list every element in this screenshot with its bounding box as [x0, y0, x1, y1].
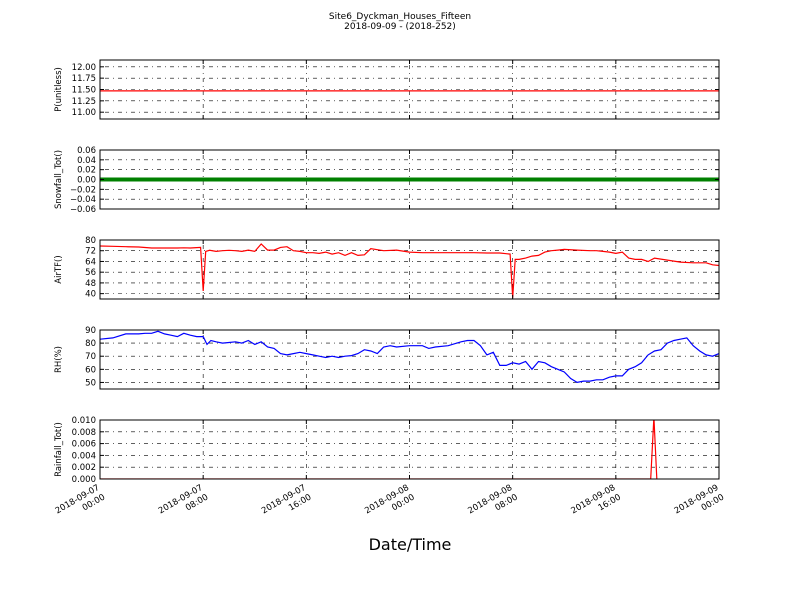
chart-panel-2: −0.06−0.04−0.020.000.020.040.06 Snowfall_…: [54, 146, 720, 215]
series-line-1: [100, 243, 719, 298]
y-tick-label: −0.02: [70, 185, 96, 195]
y-axis-label: Snowfall_Tot(): [54, 150, 64, 209]
y-tick-label: 48: [85, 279, 96, 289]
y-tick-label: 0.008: [72, 428, 96, 438]
figure-subtitle: 2018-09-09 - (2018-252): [344, 22, 456, 32]
y-tick-label: 60: [85, 365, 96, 375]
y-tick-label: 0.06: [77, 146, 96, 156]
y-tick-label: 0.04: [77, 156, 96, 166]
y-tick-label: 72: [85, 247, 96, 257]
y-tick-label: 0.010: [72, 416, 96, 426]
y-tick-label: 0.02: [77, 166, 96, 176]
y-tick-label: 80: [85, 236, 96, 246]
y-tick-label: 0.00: [77, 176, 96, 186]
y-tick-label: 80: [85, 339, 96, 349]
y-tick-label: 0.002: [72, 463, 96, 473]
y-tick-label: 11.50: [72, 86, 96, 96]
y-axis-label: RH(%): [54, 346, 64, 373]
y-tick-label: 50: [85, 378, 96, 388]
y-tick-label: −0.06: [70, 205, 96, 215]
series-line-1: [100, 330, 719, 384]
y-tick-label: 64: [85, 257, 96, 267]
y-tick-label: 56: [85, 268, 96, 278]
y-tick-label: 11.75: [72, 74, 96, 84]
y-tick-label: 70: [85, 352, 96, 362]
y-tick-label: 12.00: [72, 63, 96, 73]
figure-title: Site6_Dyckman_Houses_Fifteen: [329, 12, 471, 22]
y-tick-label: 40: [85, 290, 96, 300]
y-axis-label: AirTF(): [54, 255, 64, 283]
y-tick-label: 11.25: [72, 97, 96, 107]
x-axis-label: Date/Time: [369, 535, 452, 554]
y-tick-label: 0.000: [72, 475, 96, 485]
y-tick-label: 0.006: [72, 440, 96, 450]
y-tick-label: 0.004: [72, 451, 96, 461]
chart-panel-4: 50 60 70 80 90 RH(%): [54, 326, 720, 390]
y-tick-label: −0.04: [70, 195, 96, 205]
y-axis-label: P(unitless): [54, 67, 64, 112]
y-tick-label: 90: [85, 326, 96, 336]
y-tick-label: 11.00: [72, 108, 96, 118]
y-axis-label: Rainfall_Tot(): [54, 422, 64, 477]
